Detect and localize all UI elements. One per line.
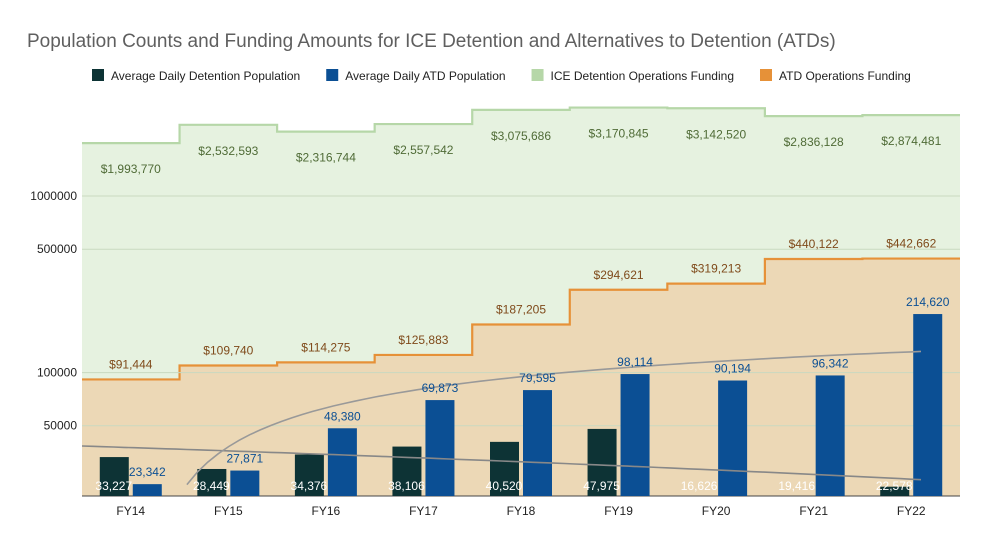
x-tick-label: FY17 xyxy=(409,504,438,518)
label-detention-funding: $2,316,744 xyxy=(296,151,356,165)
x-tick-label: FY16 xyxy=(312,504,341,518)
bar-detention-population xyxy=(294,454,324,496)
x-tick-label: FY22 xyxy=(897,504,926,518)
label-atd-population: 79,595 xyxy=(519,371,556,385)
label-detention-funding: $2,874,481 xyxy=(881,134,941,148)
x-tick-label: FY18 xyxy=(507,504,536,518)
label-atd-funding: $114,275 xyxy=(301,340,350,354)
label-detention-funding: $2,557,542 xyxy=(393,143,453,157)
label-atd-population: 27,871 xyxy=(226,452,263,466)
label-atd-population: 98,114 xyxy=(617,355,653,369)
label-atd-population: 214,620 xyxy=(906,295,950,309)
area-line-atd-operations-funding xyxy=(82,257,960,381)
label-atd-funding: $109,740 xyxy=(203,343,253,357)
bar-atd-population xyxy=(718,380,748,496)
bar-detention-population xyxy=(99,457,129,496)
label-atd-funding: $91,444 xyxy=(109,357,153,371)
legend-label-atd-operations-funding: ATD Operations Funding xyxy=(779,69,911,83)
bar-detention-population xyxy=(587,428,617,496)
bar-detention-population xyxy=(880,486,910,496)
area-line-ice-detention-operations-funding xyxy=(82,106,960,145)
bar-atd-population xyxy=(327,428,357,496)
label-atd-funding: $187,205 xyxy=(496,303,546,317)
bar-atd-population xyxy=(815,375,845,496)
label-atd-population: 69,873 xyxy=(422,381,459,395)
legend-swatch-average-daily-detention-population xyxy=(92,69,104,81)
label-detention-population: 47,975 xyxy=(583,479,620,493)
bar-atd-population xyxy=(913,314,943,496)
label-detention-funding: $3,075,686 xyxy=(491,129,551,143)
label-atd-population: 96,342 xyxy=(812,356,849,370)
bar-atd-population xyxy=(425,400,455,496)
y-tick-label: 50000 xyxy=(44,419,78,433)
label-detention-funding: $3,170,845 xyxy=(589,127,649,141)
y-tick-label: 1000000 xyxy=(30,189,77,203)
label-atd-funding: $440,122 xyxy=(789,237,839,251)
label-detention-population: 40,520 xyxy=(486,479,523,493)
bar-atd-population xyxy=(523,390,552,496)
label-atd-population: 48,380 xyxy=(324,409,361,423)
label-detention-population: 22,578 xyxy=(876,479,913,493)
bar-detention-population xyxy=(392,446,422,496)
chart-title: Population Counts and Funding Amounts fo… xyxy=(27,31,836,52)
label-detention-population: 19,416 xyxy=(778,479,815,493)
x-tick-label: FY19 xyxy=(604,504,633,518)
label-detention-funding: $1,993,770 xyxy=(101,162,161,176)
x-tick-label: FY15 xyxy=(214,504,243,518)
label-atd-population: 23,342 xyxy=(129,465,166,479)
label-atd-funding: $294,621 xyxy=(594,268,644,282)
label-detention-population: 16,626 xyxy=(681,479,718,493)
legend-label-ice-detention-operations-funding: ICE Detention Operations Funding xyxy=(551,69,734,83)
trendlines xyxy=(81,350,922,486)
label-detention-funding: $2,532,593 xyxy=(198,144,258,158)
label-atd-funding: $319,213 xyxy=(691,262,741,276)
label-atd-population: 90,194 xyxy=(714,362,751,376)
label-detention-population: 34,376 xyxy=(291,479,328,493)
data-labels: $1,993,770 $2,532,593 $2,316,744 $2,557,542… xyxy=(95,127,949,493)
label-detention-population: 38,106 xyxy=(388,479,425,493)
legend-swatch-ice-detention-operations-funding xyxy=(531,69,544,81)
gridlines xyxy=(82,195,960,497)
x-axis-ticks: FY14 FY15 FY16 FY17 FY18 FY19 FY20 FY21 FY22 xyxy=(116,504,925,518)
label-atd-funding: $125,883 xyxy=(398,333,448,347)
x-tick-label: FY21 xyxy=(799,504,828,518)
label-detention-population: 33,227 xyxy=(95,479,132,493)
legend-label-average-daily-atd-population: Average Daily ATD Population xyxy=(345,69,505,83)
label-detention-funding: $2,836,128 xyxy=(784,135,844,149)
x-tick-label: FY14 xyxy=(116,504,145,518)
legend-swatch-average-daily-atd-population xyxy=(326,69,339,81)
label-detention-funding: $3,142,520 xyxy=(686,127,746,141)
legend-swatch-atd-operations-funding xyxy=(760,69,772,81)
bar-detention-population xyxy=(197,468,227,496)
legend-label-average-daily-detention-population: Average Daily Detention Population xyxy=(111,69,300,83)
label-detention-population: 28,449 xyxy=(193,479,230,493)
bar-atd-population xyxy=(620,374,650,496)
bar-atd-population xyxy=(230,470,260,496)
x-tick-label: FY20 xyxy=(702,504,731,518)
label-atd-funding: $442,662 xyxy=(886,237,936,251)
bar-detention-population xyxy=(490,441,519,496)
bars xyxy=(99,314,943,496)
bar-atd-population xyxy=(132,484,162,496)
y-tick-label: 500000 xyxy=(37,242,77,256)
y-axis-ticks: 50000 100000 500000 1000000 xyxy=(30,189,77,433)
legend: Average Daily Detention Population Averag… xyxy=(92,69,911,83)
y-tick-label: 100000 xyxy=(37,366,77,380)
trendline-atd-population xyxy=(186,350,922,486)
